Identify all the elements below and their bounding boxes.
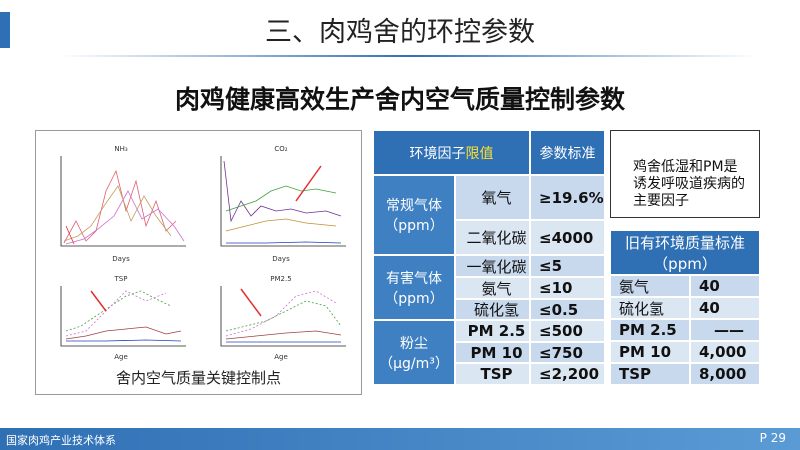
mini-xlabel: Age: [114, 353, 128, 361]
title-rule: [60, 55, 760, 57]
factor: 氨气: [455, 277, 530, 299]
old-factor: 硫化氢: [610, 297, 690, 319]
old-table-header: 旧有环境质量标准（ppm）: [610, 230, 760, 275]
old-factor: TSP: [610, 363, 690, 385]
standard: ≤750: [530, 342, 605, 363]
standard: ≤5: [530, 255, 605, 277]
old-factor: PM 2.5: [610, 319, 690, 341]
figure-caption: 舍内空气质量关键控制点: [115, 369, 281, 387]
old-standard: 4,000: [690, 341, 760, 363]
old-standard: ——: [690, 319, 760, 341]
mini-lines: [63, 160, 342, 343]
factor: 氧气: [455, 175, 530, 220]
footer-bar: [0, 428, 800, 450]
mini-xlabel: Age: [274, 353, 288, 361]
standard: ≤2,200: [530, 363, 605, 385]
factor: 硫化氢: [455, 299, 530, 320]
mini-title: CO₂: [274, 145, 287, 153]
mini-xlabel: Days: [272, 255, 290, 263]
mini-title: PM2.5: [270, 275, 291, 283]
standard: ≥19.6%: [530, 175, 605, 220]
group-label: 有害气体（ppm）: [373, 255, 455, 320]
header-text: 环境因子: [409, 145, 466, 162]
note-box: 鸡舍低湿和PM是诱发呼吸道疾病的主要因子: [610, 130, 760, 218]
factor: 一氧化碳: [455, 255, 530, 277]
old-standard: 8,000: [690, 363, 760, 385]
standard: ≤4000: [530, 220, 605, 255]
standard: ≤500: [530, 320, 605, 342]
table-header: 环境因子 限值: [373, 130, 530, 175]
factor: PM 2.5: [455, 320, 530, 342]
group-label: 常规气体（ppm）: [373, 175, 455, 255]
figure-panel: NH₃ CO₂ TSP PM2.5 Days Days Age Age: [35, 130, 362, 395]
old-standard: 40: [690, 297, 760, 319]
footer-org: 国家肉鸡产业技术体系: [6, 434, 116, 447]
mini-title: NH₃: [114, 145, 128, 153]
standard: ≤0.5: [530, 299, 605, 320]
mini-axes: [60, 156, 346, 347]
factor: TSP: [455, 363, 530, 385]
group-label: 粉尘（μg/m³）: [373, 320, 455, 385]
standard: ≤10: [530, 277, 605, 299]
mini-title: TSP: [114, 275, 128, 283]
footer-page: P 29: [759, 431, 786, 445]
slide-title: 三、肉鸡舍的环控参数: [265, 17, 535, 48]
old-factor: PM 10: [610, 341, 690, 363]
table-header: 参数标准: [530, 130, 605, 175]
old-factor: 氨气: [610, 275, 690, 297]
mini-charts: NH₃ CO₂ TSP PM2.5 Days Days Age Age: [60, 145, 346, 361]
header-highlight: 限值: [465, 145, 494, 162]
old-standard: 40: [690, 275, 760, 297]
accent-bar: [0, 12, 10, 48]
factor: PM 10: [455, 342, 530, 363]
factor: 二氧化碳: [455, 220, 530, 255]
subtitle: 肉鸡健康高效生产舍内空气质量控制参数: [174, 85, 625, 114]
mini-xlabel: Days: [112, 255, 130, 263]
